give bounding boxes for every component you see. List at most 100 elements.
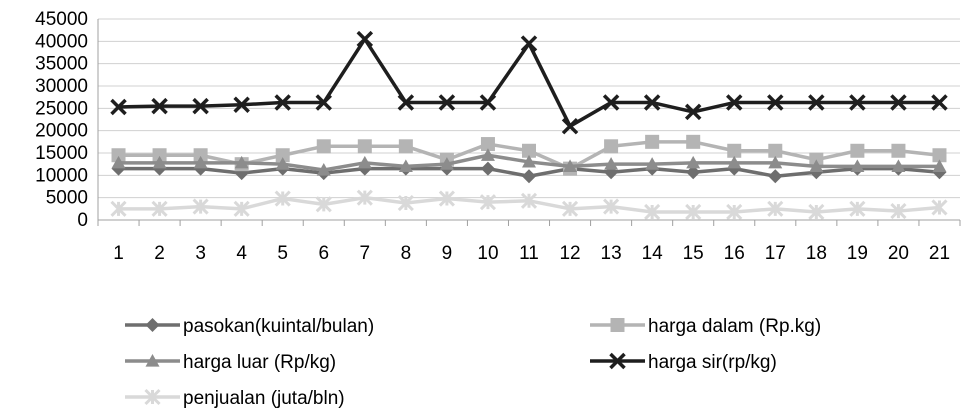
legend-marker xyxy=(144,388,161,406)
data-point xyxy=(726,94,743,111)
data-point xyxy=(357,155,372,169)
data-point xyxy=(233,96,250,113)
data-point xyxy=(850,159,865,172)
data-point xyxy=(645,157,660,170)
y-tick-label: 45000 xyxy=(35,9,88,30)
y-tick-label: 5000 xyxy=(46,188,88,209)
x-tick-label: 10 xyxy=(477,243,498,264)
x-tick-label: 5 xyxy=(277,243,288,264)
data-point xyxy=(192,97,209,115)
data-point xyxy=(234,155,249,169)
data-point xyxy=(931,199,948,216)
data-point xyxy=(315,94,332,111)
x-tick-label: 3 xyxy=(195,243,206,264)
data-point xyxy=(850,143,865,158)
x-tick-label: 11 xyxy=(519,243,539,264)
data-point xyxy=(316,162,331,176)
data-point xyxy=(891,159,906,172)
series-1 xyxy=(111,134,947,176)
legend-label: penjualan (juta/bln) xyxy=(183,388,345,409)
data-point xyxy=(808,94,825,111)
data-point xyxy=(479,194,497,211)
data-point xyxy=(686,165,701,180)
legend-label: pasokan(kuintal/bulan) xyxy=(183,316,374,337)
x-tick-label: 6 xyxy=(318,243,329,264)
data-point xyxy=(768,169,783,184)
axes: 0500010000150002000025000300003500040000… xyxy=(35,9,961,264)
data-point xyxy=(522,154,536,168)
data-point xyxy=(274,94,291,111)
data-point xyxy=(563,159,578,172)
data-point xyxy=(685,203,702,221)
data-point xyxy=(315,196,332,213)
series-2 xyxy=(111,148,947,176)
data-point xyxy=(768,155,783,169)
data-point xyxy=(480,148,495,161)
data-point xyxy=(726,203,743,221)
x-tick-label: 20 xyxy=(888,243,909,264)
x-tick-label: 14 xyxy=(642,243,664,264)
x-tick-label: 7 xyxy=(360,243,371,264)
data-point xyxy=(809,159,824,172)
data-point xyxy=(480,137,495,152)
legend-entry: harga sir(rp/kg) xyxy=(590,352,777,373)
data-point xyxy=(193,148,208,163)
x-tick-label: 19 xyxy=(847,243,868,264)
data-point xyxy=(890,203,907,220)
legend-entry: harga dalam (Rp.kg) xyxy=(590,316,821,337)
data-point xyxy=(275,148,290,163)
x-tick-label: 15 xyxy=(683,243,704,264)
data-point xyxy=(767,94,784,111)
legend-marker xyxy=(145,318,160,332)
data-point xyxy=(932,148,947,163)
data-point xyxy=(192,198,209,215)
data-point xyxy=(110,98,127,116)
data-point xyxy=(479,94,497,111)
legend-label: harga sir(rp/kg) xyxy=(648,352,777,373)
x-tick-label: 18 xyxy=(806,243,827,264)
data-point xyxy=(931,94,948,111)
data-point xyxy=(111,148,126,163)
data-point xyxy=(522,169,536,184)
data-point xyxy=(151,97,168,115)
data-point xyxy=(890,94,907,111)
series-3 xyxy=(110,30,948,135)
data-point xyxy=(604,157,619,170)
data-point xyxy=(275,157,290,170)
y-tick-label: 40000 xyxy=(35,31,88,52)
data-point xyxy=(561,117,579,135)
data-point xyxy=(643,94,661,111)
data-point xyxy=(193,155,208,169)
data-point xyxy=(932,159,947,172)
data-point xyxy=(686,134,701,149)
data-point xyxy=(727,155,742,169)
x-tick-label: 4 xyxy=(236,243,247,264)
data-point xyxy=(602,94,620,111)
data-point xyxy=(438,94,456,111)
data-point xyxy=(110,200,127,217)
data-point xyxy=(686,155,701,169)
legend-label: harga dalam (Rp.kg) xyxy=(648,316,821,337)
legend: pasokan(kuintal/bulan) harga dalam (Rp.kg… xyxy=(125,316,821,409)
x-tick-label: 12 xyxy=(559,243,580,264)
data-point xyxy=(604,139,619,154)
data-point xyxy=(520,192,538,209)
data-point xyxy=(727,143,742,158)
data-point xyxy=(233,200,250,217)
x-tick-label: 1 xyxy=(113,243,124,264)
data-point xyxy=(152,148,167,163)
data-point xyxy=(684,103,702,121)
data-point xyxy=(767,200,784,217)
y-tick-label: 20000 xyxy=(35,121,88,142)
data-point xyxy=(438,190,455,207)
data-point xyxy=(111,155,126,169)
data-point xyxy=(644,203,661,221)
data-point xyxy=(561,200,579,217)
legend-marker xyxy=(145,354,160,367)
data-point xyxy=(522,143,536,158)
x-tick-label: 8 xyxy=(401,243,412,264)
data-point xyxy=(808,203,825,221)
series-4 xyxy=(110,189,948,221)
data-point xyxy=(768,143,783,158)
data-point xyxy=(357,139,372,154)
